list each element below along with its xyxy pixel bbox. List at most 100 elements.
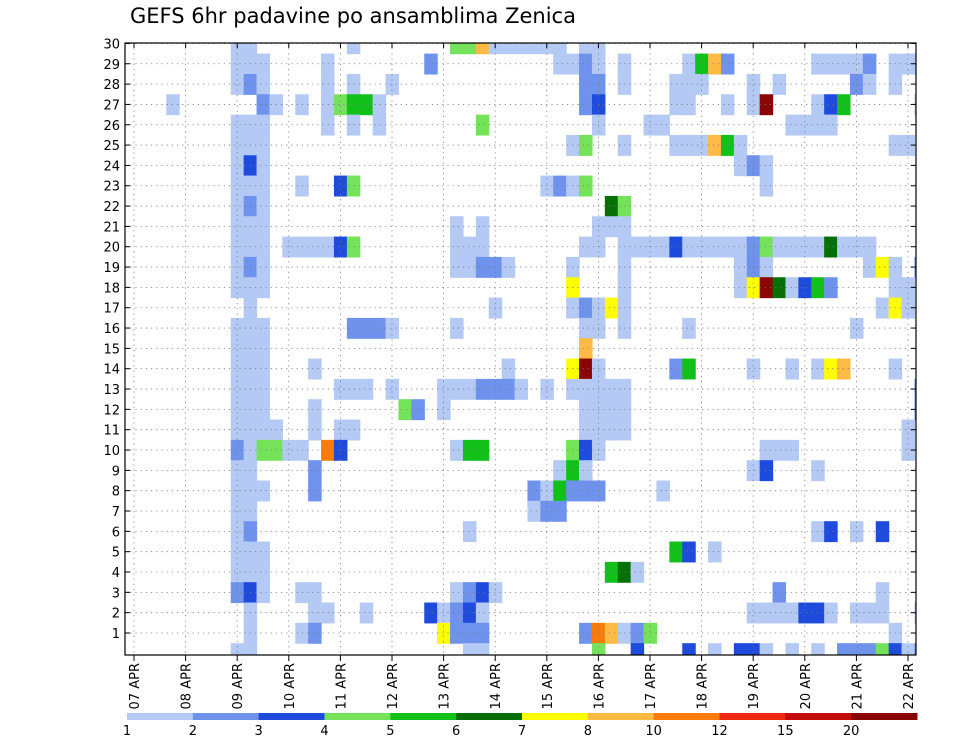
x-tick-label: 08 APR <box>180 663 195 709</box>
heatmap-cell <box>720 134 735 156</box>
heatmap-cell <box>437 378 451 400</box>
heatmap-cell <box>811 114 825 136</box>
heatmap-cell <box>256 399 271 421</box>
heatmap-cell <box>359 317 374 339</box>
heatmap-cell <box>708 643 722 655</box>
y-tick-label: 10 <box>103 444 120 459</box>
heatmap-cell <box>656 236 670 258</box>
heatmap-cell <box>462 582 477 604</box>
heatmap-cell <box>579 378 593 400</box>
y-tick-label: 29 <box>103 58 120 73</box>
heatmap-cell <box>256 236 271 258</box>
y-tick-label: 3 <box>112 586 120 601</box>
x-tick-label: 12 APR <box>386 663 401 709</box>
heatmap-cell <box>785 358 799 380</box>
heatmap-cell <box>256 480 271 502</box>
heatmap-cell <box>527 500 541 522</box>
heatmap-cell <box>475 378 490 400</box>
x-tick-label: 15 APR <box>541 663 556 709</box>
heatmap-cell <box>579 439 593 461</box>
heatmap-cell <box>437 622 451 644</box>
heatmap-cell <box>372 114 387 136</box>
heatmap-cell <box>811 460 825 482</box>
heatmap-cell <box>604 419 619 441</box>
heatmap-cell <box>256 582 271 604</box>
heatmap-cell <box>256 73 271 95</box>
x-tick-label: 09 APR <box>231 663 246 709</box>
heatmap-cell <box>682 541 696 563</box>
heatmap-cell <box>256 195 271 217</box>
colorbar-swatch <box>456 713 523 720</box>
heatmap-cell <box>553 460 567 482</box>
heatmap-cell <box>837 643 851 655</box>
heatmap-cell <box>604 195 619 217</box>
colorbar-label: 6 <box>452 724 460 739</box>
x-tick-label: 16 APR <box>592 663 607 709</box>
heatmap-cell <box>695 134 709 156</box>
heatmap-cell <box>256 561 271 583</box>
y-tick-label: 1 <box>112 627 120 642</box>
colorbar-swatch <box>324 713 391 720</box>
heatmap-cell <box>333 175 348 197</box>
heatmap-cell <box>733 134 748 156</box>
heatmap-cells <box>166 43 916 655</box>
heatmap-cell <box>772 582 787 604</box>
heatmap-cell <box>527 43 541 55</box>
heatmap-cell <box>708 236 722 258</box>
colorbar-label: 10 <box>645 724 662 739</box>
heatmap-cell <box>359 94 374 116</box>
heatmap-cell <box>901 439 916 461</box>
heatmap-cell <box>308 582 322 604</box>
heatmap-cell <box>669 94 683 116</box>
heatmap-cell <box>488 297 503 319</box>
heatmap-cell <box>746 155 761 177</box>
heatmap-cell <box>875 602 890 624</box>
heatmap-cell <box>708 53 722 75</box>
y-tick-label: 2 <box>112 607 120 622</box>
x-tick-label: 10 APR <box>283 663 298 709</box>
heatmap-cell <box>682 94 696 116</box>
colorbar-label: 2 <box>189 724 197 739</box>
heatmap-cell <box>733 256 748 278</box>
heatmap-cell <box>243 643 258 655</box>
heatmap-cell <box>669 236 683 258</box>
heatmap-cell <box>333 439 348 461</box>
heatmap-cell <box>759 94 774 116</box>
heatmap-cell <box>256 216 271 238</box>
heatmap-cell <box>475 236 490 258</box>
heatmap-cell <box>579 460 593 482</box>
heatmap-cell <box>346 317 361 339</box>
heatmap-cell <box>359 602 374 624</box>
heatmap-cell <box>746 236 761 258</box>
heatmap-cell <box>488 378 503 400</box>
heatmap-cell <box>682 643 696 655</box>
heatmap-cell <box>785 114 799 136</box>
heatmap-cell <box>256 358 271 380</box>
heatmap-cell <box>475 439 490 461</box>
colorbar-label: 5 <box>386 724 394 739</box>
heatmap-cell <box>849 521 864 543</box>
heatmap-cell <box>798 236 812 258</box>
heatmap-cell <box>475 256 490 278</box>
heatmap-cell <box>579 419 593 441</box>
x-tick-label: 11 APR <box>334 663 349 709</box>
heatmap-cell <box>333 236 348 258</box>
heatmap-cell <box>501 378 516 400</box>
heatmap-cell <box>875 521 890 543</box>
heatmap-cell <box>462 643 477 655</box>
heatmap-cell <box>256 378 271 400</box>
heatmap-cell <box>553 500 567 522</box>
heatmap-cell <box>475 602 490 624</box>
colorbar-swatch <box>522 713 589 720</box>
heatmap-cell <box>759 175 774 197</box>
heatmap-cell <box>256 53 271 75</box>
heatmap-cell <box>282 439 296 461</box>
heatmap-cell <box>553 175 567 197</box>
heatmap-cell <box>785 277 799 299</box>
heatmap-cell <box>682 317 696 339</box>
colorbar-swatch <box>127 713 194 720</box>
heatmap-cell <box>824 114 838 136</box>
heatmap-cell <box>450 378 464 400</box>
heatmap-cell <box>385 73 400 95</box>
